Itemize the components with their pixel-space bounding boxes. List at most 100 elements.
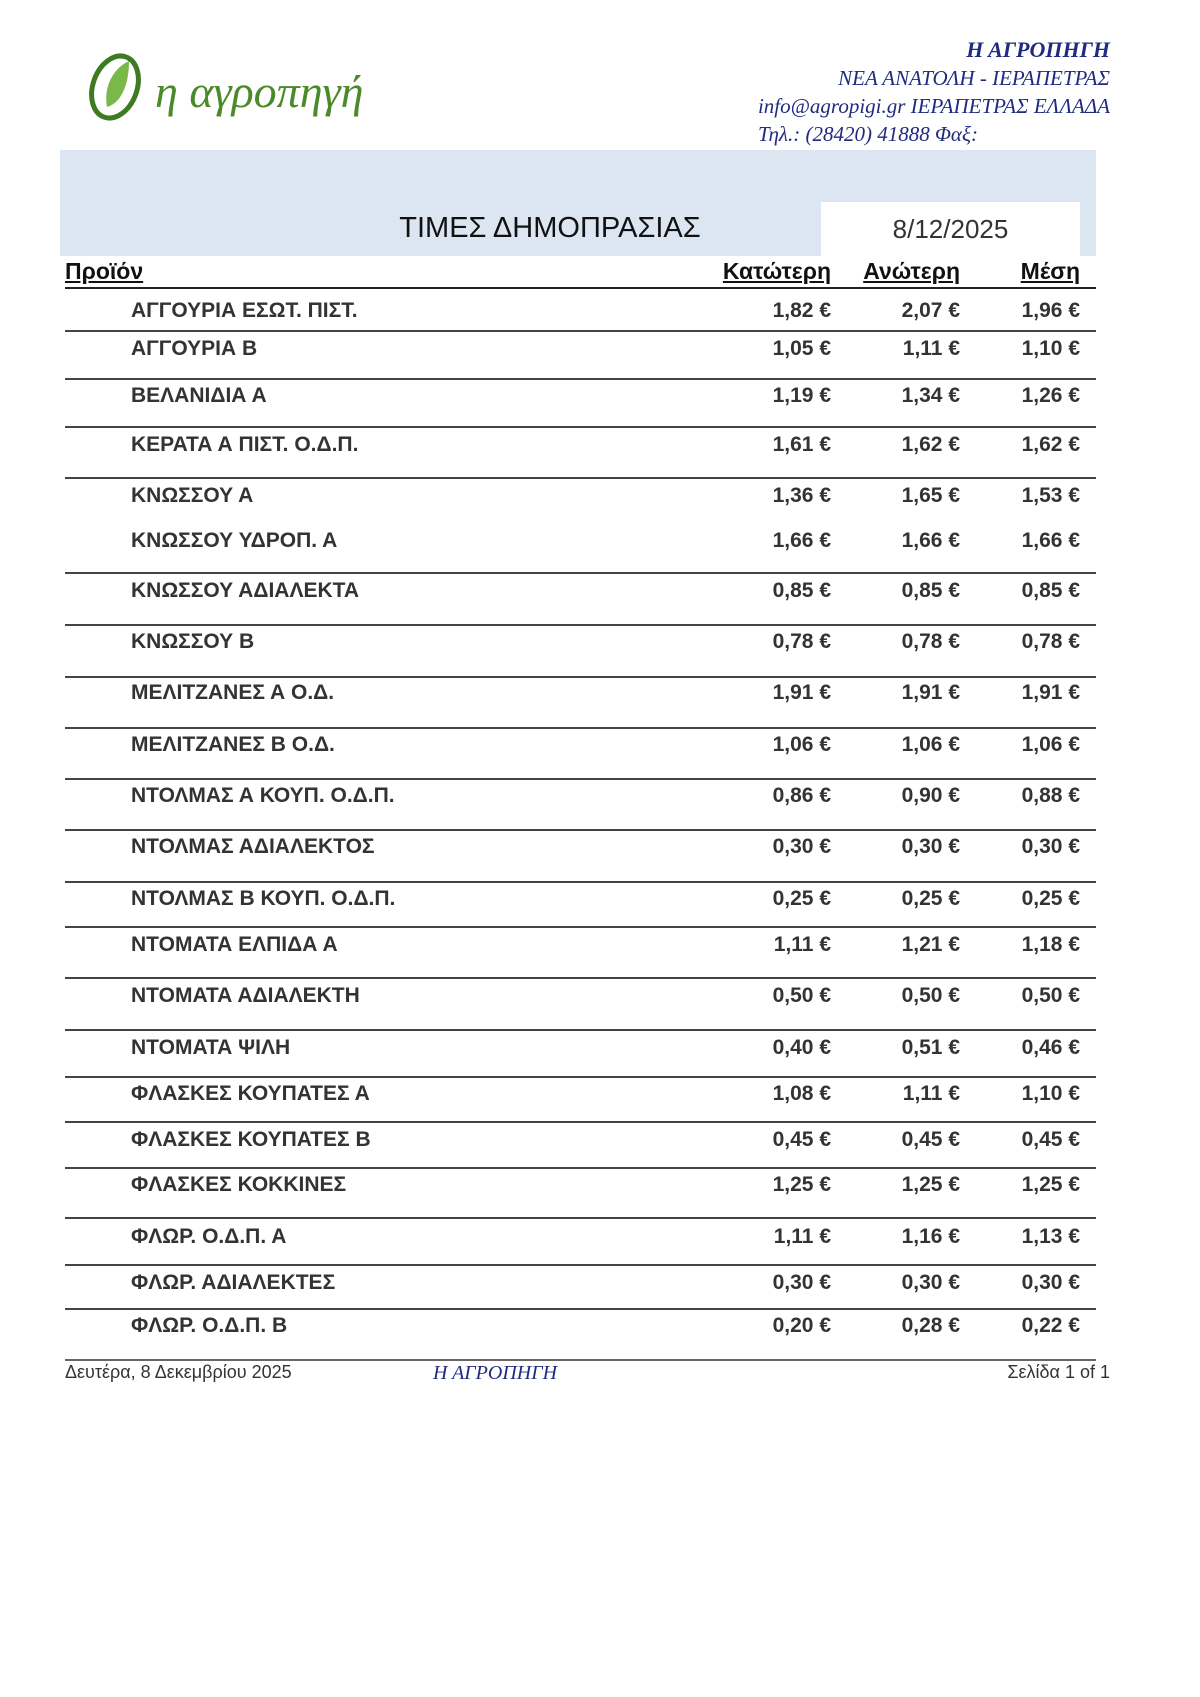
price-avg: 0,25 € [1021, 887, 1080, 910]
row-divider [65, 1167, 1096, 1169]
price-low: 0,85 € [772, 579, 831, 602]
price-high: 1,25 € [901, 1173, 960, 1196]
company-name: Η ΑΓΡΟΠΗΓΗ [966, 37, 1110, 62]
price-low: 0,25 € [772, 887, 831, 910]
product-name: ΚΝΩΣΣΟΥ ΥΔΡΟΠ. Α [131, 529, 338, 552]
price-avg: 1,96 € [1021, 299, 1080, 322]
price-low: 0,30 € [772, 1271, 831, 1294]
row-divider [65, 829, 1096, 831]
price-low: 0,45 € [772, 1128, 831, 1151]
row-divider [65, 330, 1096, 332]
footer-date: Δευτέρα, 8 Δεκεμβρίου 2025 [65, 1362, 292, 1382]
product-name: ΚΝΩΣΣΟΥ ΑΔΙΑΛΕΚΤΑ [131, 579, 360, 602]
price-avg: 0,30 € [1021, 1271, 1080, 1294]
price-high: 0,28 € [901, 1314, 960, 1337]
row-divider [65, 378, 1096, 380]
price-avg: 0,78 € [1021, 630, 1080, 653]
product-name: ΜΕΛΙΤΖΑΝΕΣ Α Ο.Δ. [131, 681, 335, 704]
price-low: 0,78 € [772, 630, 831, 653]
price-avg: 1,66 € [1021, 529, 1080, 552]
footer-page-number: Σελίδα 1 of 1 [1007, 1362, 1110, 1382]
row-divider [65, 477, 1096, 479]
price-avg: 0,46 € [1021, 1036, 1080, 1059]
price-low: 1,05 € [772, 337, 831, 360]
price-low: 0,86 € [772, 784, 831, 807]
product-name: ΚΝΩΣΣΟΥ Α [131, 484, 254, 507]
price-avg: 0,30 € [1021, 835, 1080, 858]
price-high: 1,16 € [901, 1225, 960, 1248]
column-header-avg: Μέση [1020, 258, 1080, 284]
price-avg: 1,18 € [1021, 933, 1080, 956]
product-name: ΦΛΩΡ. ΑΔΙΑΛΕΚΤΕΣ [131, 1271, 336, 1294]
row-divider [65, 572, 1096, 574]
company-phone: Τηλ.: (28420) 41888 Φαξ: [757, 122, 978, 146]
product-name: ΝΤΟΜΑΤΑ ΕΛΠΙΔΑ Α [131, 933, 338, 956]
row-divider [65, 1217, 1096, 1219]
row-divider [65, 1029, 1096, 1031]
price-high: 1,65 € [901, 484, 960, 507]
auction-date: 8/12/2025 [821, 202, 1080, 256]
product-name: ΚΝΩΣΣΟΥ Β [131, 630, 255, 653]
row-divider [65, 727, 1096, 729]
row-divider [65, 1121, 1096, 1123]
product-name: ΑΓΓΟΥΡΙΑ Β [131, 337, 258, 360]
product-name: ΝΤΟΛΜΑΣ Β ΚΟΥΠ. Ο.Δ.Π. [131, 887, 396, 910]
price-low: 1,66 € [772, 529, 831, 552]
column-header-high: Ανώτερη [863, 258, 960, 284]
product-name: ΦΛΩΡ. Ο.Δ.Π. Β [131, 1314, 288, 1337]
price-avg: 0,45 € [1021, 1128, 1080, 1151]
price-low: 0,50 € [772, 984, 831, 1007]
product-name: ΒΕΛΑΝΙΔΙΑ Α [131, 384, 267, 407]
price-high: 0,30 € [901, 835, 960, 858]
price-low: 0,40 € [772, 1036, 831, 1059]
row-divider [65, 1076, 1096, 1078]
price-avg: 1,13 € [1021, 1225, 1080, 1248]
row-divider [65, 426, 1096, 428]
row-divider [65, 881, 1096, 883]
row-divider [65, 926, 1096, 928]
price-low: 1,61 € [772, 433, 831, 456]
product-name: ΚΕΡΑΤΑ Α ΠΙΣΤ. Ο.Δ.Π. [131, 433, 359, 456]
price-high: 1,34 € [901, 384, 960, 407]
price-low: 0,30 € [772, 835, 831, 858]
price-low: 1,06 € [772, 733, 831, 756]
logo: η αγροπηγή [85, 45, 405, 140]
price-high: 0,45 € [901, 1128, 960, 1151]
product-name: ΜΕΛΙΤΖΑΝΕΣ Β Ο.Δ. [131, 733, 335, 756]
price-high: 1,62 € [901, 433, 960, 456]
price-low: 1,82 € [772, 299, 831, 322]
price-high: 0,30 € [901, 1271, 960, 1294]
price-avg: 1,25 € [1021, 1173, 1080, 1196]
price-low: 1,19 € [772, 384, 831, 407]
company-info: Η ΑΓΡΟΠΗΓΗ ΝΕΑ ΑΝΑΤΟΛΗ - ΙΕΡΑΠΕΤΡΑΣ info… [758, 36, 1110, 148]
product-name: ΦΛΑΣΚΕΣ ΚΟΥΠΑΤΕΣ Β [131, 1128, 371, 1151]
footer-company: Η ΑΓΡΟΠΗΓΗ [433, 1362, 558, 1384]
company-address: ΝΕΑ ΑΝΑΤΟΛΗ - ΙΕΡΑΠΕΤΡΑΣ [838, 66, 1110, 90]
product-name: ΝΤΟΜΑΤΑ ΨΙΛΗ [131, 1036, 291, 1059]
price-avg: 1,10 € [1021, 337, 1080, 360]
price-low: 1,36 € [772, 484, 831, 507]
product-name: ΦΛΩΡ. Ο.Δ.Π. Α [131, 1225, 287, 1248]
price-high: 2,07 € [901, 299, 960, 322]
page-title: ΤΙΜΕΣ ΔΗΜΟΠΡΑΣΙΑΣ [399, 212, 701, 244]
price-avg: 0,85 € [1021, 579, 1080, 602]
price-high: 0,50 € [901, 984, 960, 1007]
row-divider [65, 1308, 1096, 1310]
product-name: ΑΓΓΟΥΡΙΑ ΕΣΩΤ. ΠΙΣΤ. [131, 299, 358, 322]
price-avg: 1,62 € [1021, 433, 1080, 456]
price-avg: 1,10 € [1021, 1082, 1080, 1105]
price-low: 1,25 € [772, 1173, 831, 1196]
price-high: 1,11 € [902, 1082, 960, 1105]
price-high: 0,85 € [901, 579, 960, 602]
price-low: 1,91 € [772, 681, 831, 704]
product-name: ΦΛΑΣΚΕΣ ΚΟΥΠΑΤΕΣ Α [131, 1082, 370, 1105]
row-divider [65, 977, 1096, 979]
price-high: 0,51 € [901, 1036, 960, 1059]
price-high: 1,66 € [901, 529, 960, 552]
product-name: ΝΤΟΛΜΑΣ Α ΚΟΥΠ. Ο.Δ.Π. [131, 784, 395, 807]
price-avg: 0,50 € [1021, 984, 1080, 1007]
product-name: ΝΤΟΜΑΤΑ ΑΔΙΑΛΕΚΤΗ [131, 984, 360, 1007]
price-high: 0,78 € [901, 630, 960, 653]
price-high: 0,90 € [901, 784, 960, 807]
row-divider [65, 1264, 1096, 1266]
